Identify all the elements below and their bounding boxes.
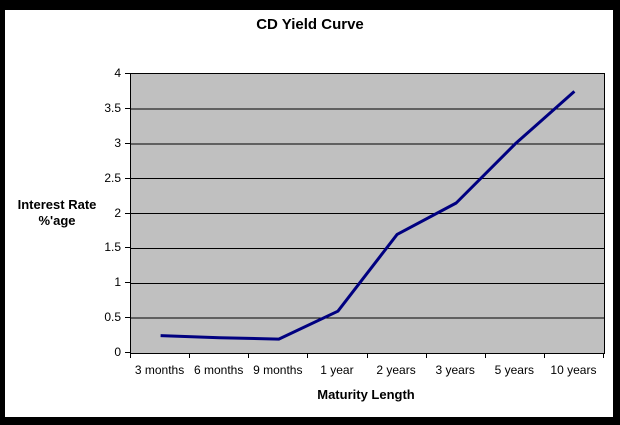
y-tick-label: 1 — [114, 275, 121, 290]
chart-title: CD Yield Curve — [256, 16, 364, 33]
y-tick-mark — [125, 212, 130, 214]
plot-area — [130, 73, 605, 354]
y-tick-label: 0 — [114, 345, 121, 359]
y-tick-mark — [125, 177, 130, 179]
y-tick-mark — [125, 282, 130, 284]
x-tick-mark — [189, 353, 191, 358]
y-tick-label: 2.5 — [104, 170, 121, 185]
x-tick-mark — [603, 353, 604, 358]
y-tick-label: 4 — [114, 66, 121, 80]
y-tick-mark — [125, 317, 130, 319]
x-tick-label: 3 years — [435, 363, 475, 377]
x-tick-label: 1 year — [320, 363, 354, 377]
x-axis-title: Maturity Length — [317, 387, 415, 402]
x-tick-mark — [130, 353, 131, 358]
y-tick-label: 2 — [114, 205, 121, 220]
x-tick-mark — [248, 353, 250, 358]
y-tick-mark — [125, 247, 130, 249]
x-tick-label: 5 years — [494, 363, 534, 377]
x-tick-mark — [484, 353, 486, 358]
x-tick-label: 3 months — [134, 363, 185, 377]
y-tick-mark — [125, 73, 130, 74]
line-chart-svg — [131, 90, 604, 341]
y-tick-label: 3 — [114, 135, 121, 150]
y-tick-label: 3.5 — [104, 100, 121, 115]
y-tick-label: 1.5 — [104, 240, 121, 255]
x-tick-mark — [543, 353, 545, 358]
x-tick-label: 2 years — [376, 363, 416, 377]
x-tick-mark — [366, 353, 368, 358]
y-tick-mark — [125, 352, 130, 353]
yield-curve-line — [160, 90, 576, 341]
x-tick-label: 6 months — [194, 363, 244, 377]
x-tick-label: 9 months — [253, 363, 303, 377]
y-tick-label: 0.5 — [104, 310, 121, 325]
y-tick-mark — [125, 107, 130, 109]
x-tick-mark — [307, 353, 309, 358]
x-tick-mark — [425, 353, 427, 358]
y-axis-title: Interest Rate %'age — [17, 197, 97, 228]
y-tick-mark — [125, 142, 130, 144]
x-tick-label: 10 years — [550, 363, 597, 377]
